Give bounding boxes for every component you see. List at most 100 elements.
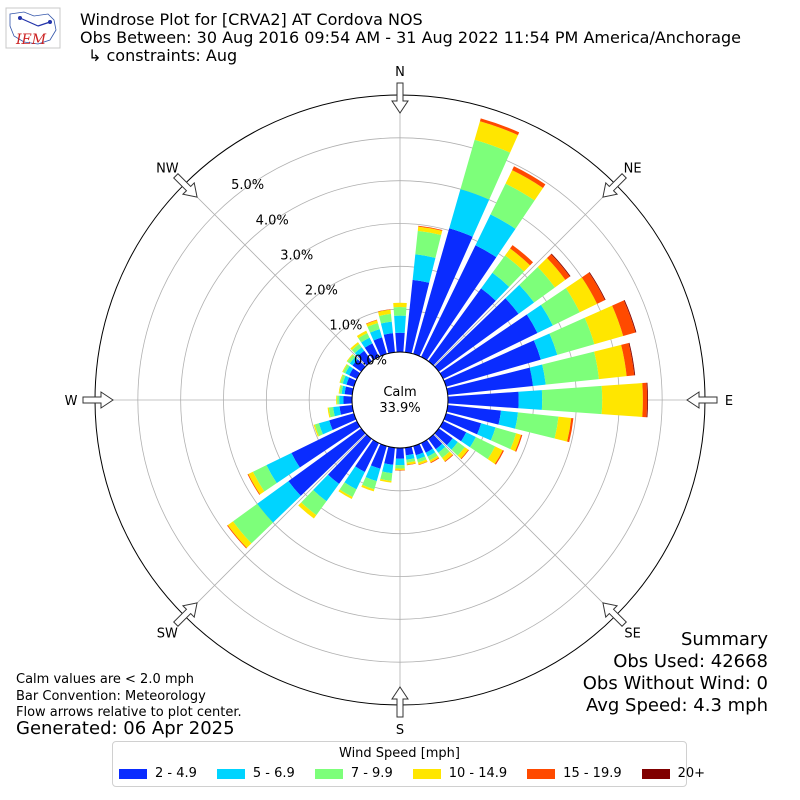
- petal-segment: [349, 356, 358, 366]
- petal-segment: [412, 254, 436, 283]
- petal-segment: [490, 183, 535, 229]
- petal-segment: [417, 226, 443, 235]
- petal-segment: [417, 459, 428, 465]
- legend-label: 15 - 19.9: [563, 766, 622, 781]
- petal-segment: [298, 502, 317, 519]
- petal-segment: [227, 521, 252, 548]
- summary-avg-speed: Avg Speed: 4.3 mph: [586, 695, 768, 716]
- petal-segment: [405, 454, 415, 460]
- radial-tick-label: 1.0%: [329, 319, 362, 334]
- petal-segment: [365, 465, 381, 482]
- petal-segment: [339, 405, 354, 415]
- petal-segment: [418, 225, 443, 231]
- petal-segment: [370, 443, 387, 469]
- petal-segment: [443, 413, 482, 435]
- compass-label-n: N: [395, 65, 405, 80]
- petal-segment: [549, 317, 595, 355]
- petal-segment: [550, 253, 571, 277]
- petal-segment: [291, 421, 361, 468]
- petal-segment: [460, 449, 469, 460]
- summary-heading: Summary: [681, 629, 768, 650]
- petal-segment: [370, 329, 383, 341]
- grid-spoke: [184, 433, 367, 616]
- petal-segment: [451, 442, 465, 456]
- petal-segment: [417, 456, 427, 463]
- flow-note: Flow arrows relative to plot center.: [16, 705, 242, 720]
- petal-segment: [526, 304, 553, 333]
- petal-segment: [361, 484, 375, 492]
- petal-segment: [337, 395, 340, 405]
- petal-segment: [542, 351, 599, 385]
- petal-segment: [628, 342, 636, 376]
- petal-segment: [567, 418, 574, 443]
- petal-segment: [415, 452, 426, 460]
- petal-segment: [405, 279, 430, 354]
- flow-arrow-icon: [686, 391, 718, 409]
- petal-segment: [494, 450, 504, 465]
- legend-label: 20+: [677, 766, 706, 781]
- petal-segment: [584, 305, 624, 345]
- petal-segment: [395, 458, 405, 466]
- petal-segment: [313, 424, 319, 437]
- petal-segment: [382, 463, 394, 474]
- petal-segment: [373, 337, 387, 357]
- petal-segment: [340, 374, 346, 384]
- petal-segment: [356, 330, 368, 339]
- petal-segment: [232, 503, 274, 544]
- legend-item: 2 - 4.9: [119, 766, 197, 781]
- petal-segment: [377, 309, 391, 312]
- petal-segment: [339, 385, 344, 394]
- petal-segment: [248, 471, 265, 495]
- petal-segment: [537, 258, 566, 288]
- radial-tick-label: 3.0%: [280, 248, 313, 263]
- petal-segment: [380, 321, 393, 335]
- petal-segment: [487, 446, 503, 464]
- petal-segment: [380, 471, 393, 481]
- legend-swatch: [527, 768, 556, 779]
- petal-segment: [342, 364, 348, 373]
- petal-segment: [413, 443, 424, 456]
- flow-arrow-icon: [173, 173, 198, 198]
- petal-segment: [512, 166, 546, 188]
- legend-label: 5 - 6.9: [252, 766, 295, 781]
- petal-segment: [427, 452, 438, 461]
- petal-segment: [343, 396, 353, 404]
- petal-segment: [366, 319, 378, 325]
- flow-arrow-shape: [173, 602, 198, 627]
- petal-segment: [393, 302, 407, 308]
- legend-swatch: [119, 768, 147, 779]
- legend-item: 10 - 14.9: [412, 766, 507, 781]
- petal-segment: [346, 377, 357, 387]
- petal-segment: [406, 463, 416, 466]
- petal-segment: [439, 314, 538, 379]
- petal-segment: [421, 439, 433, 453]
- petal-segment: [366, 320, 378, 327]
- petal-segment: [642, 382, 648, 418]
- petal-segment: [329, 413, 357, 430]
- legend-item: 15 - 19.9: [527, 766, 622, 781]
- radial-tick-label: 4.0%: [256, 213, 289, 228]
- bar-convention-note: Bar Convention: Meteorology: [16, 689, 206, 704]
- petal-segment: [384, 446, 395, 465]
- petal-segment: [434, 428, 453, 446]
- petal-segment: [342, 375, 350, 385]
- petal-segment: [474, 121, 518, 153]
- petal-segment: [394, 315, 406, 333]
- petal-segment: [395, 464, 405, 469]
- petal-segment: [529, 364, 546, 387]
- constraints-label: ↳ constraints: Aug: [88, 46, 238, 65]
- petal-segment: [257, 481, 301, 523]
- petal-segment: [367, 322, 380, 333]
- petal-segment: [646, 382, 649, 418]
- petal-segment: [490, 427, 517, 450]
- petal-segment: [518, 390, 543, 410]
- flow-arrow-shape: [391, 82, 409, 114]
- petal-segment: [446, 367, 533, 395]
- petal-segment: [492, 255, 525, 287]
- petal-segment: [428, 288, 496, 366]
- petal-segment: [252, 465, 277, 492]
- petal-segment: [395, 468, 405, 471]
- petal-segment: [344, 466, 365, 490]
- petal-segment: [581, 272, 605, 304]
